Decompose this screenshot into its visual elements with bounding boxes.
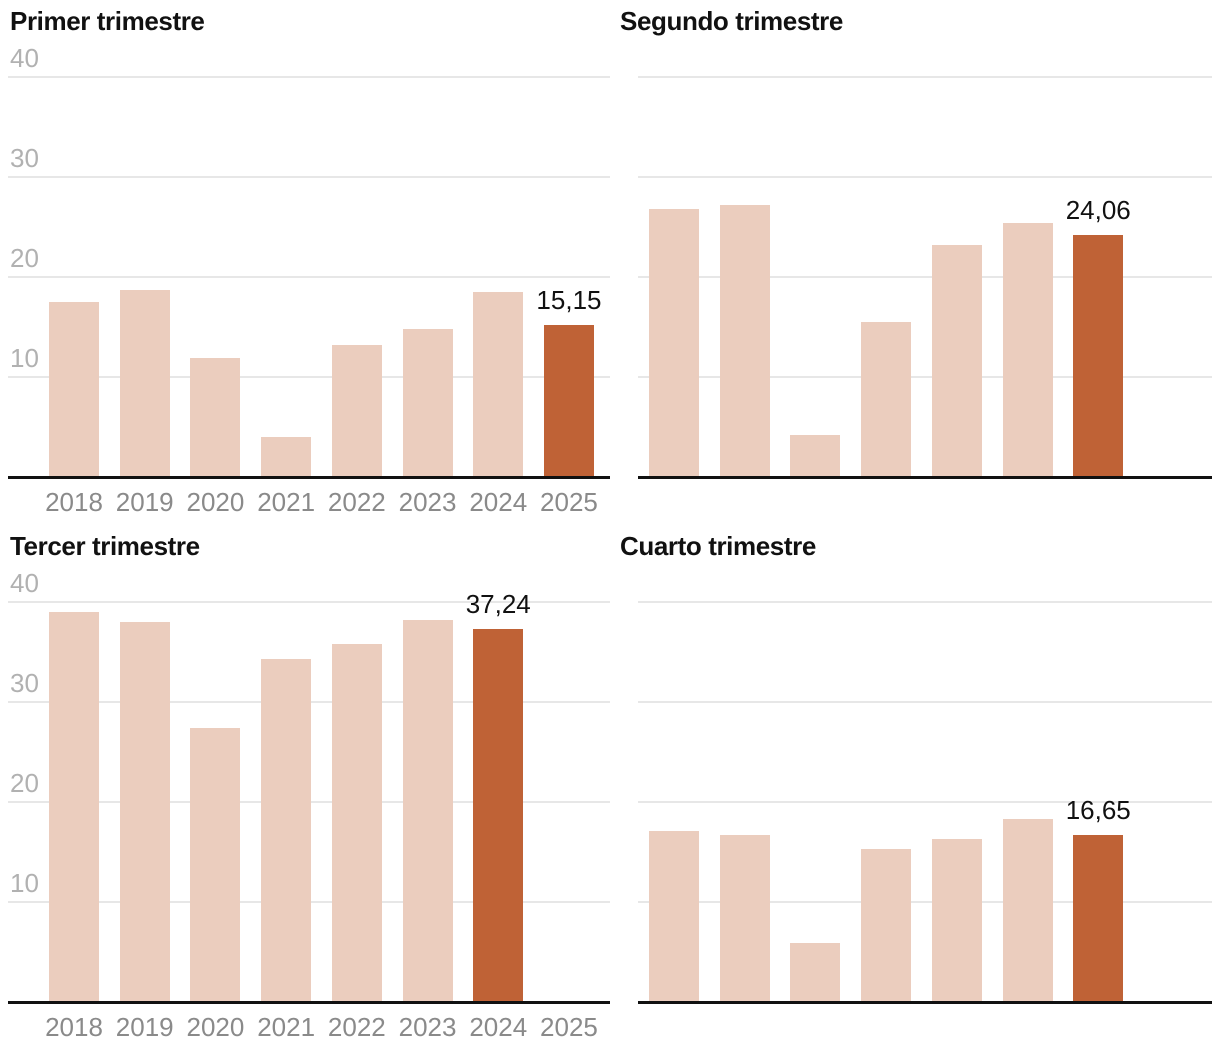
y-tick-label-10: 10 bbox=[10, 868, 39, 898]
gridline-40 bbox=[8, 76, 610, 78]
plot-area: 15,15 bbox=[8, 76, 610, 479]
chart-title: Segundo trimestre bbox=[620, 6, 843, 36]
bar-2019 bbox=[119, 290, 170, 476]
gridline-40 bbox=[638, 601, 1212, 603]
bar-2021 bbox=[261, 437, 312, 476]
bar-2020 bbox=[190, 728, 241, 1001]
gridline-40 bbox=[8, 601, 610, 603]
highlight-value-label: 24,06 bbox=[1065, 195, 1131, 226]
x-tick-label-2020: 2020 bbox=[186, 487, 245, 517]
y-tick-label-30: 30 bbox=[10, 668, 39, 698]
bar-2024 bbox=[473, 292, 524, 476]
bar-2023 bbox=[1002, 819, 1053, 1001]
bar-2018 bbox=[49, 302, 99, 476]
plot-area: 24,06 bbox=[638, 76, 1212, 479]
bar-2021 bbox=[261, 659, 312, 1001]
bar-2018 bbox=[49, 612, 99, 1001]
x-tick-label-2021: 2021 bbox=[257, 487, 316, 517]
chart-title: Tercer trimestre bbox=[10, 531, 200, 561]
gridline-30 bbox=[638, 701, 1212, 703]
gridline-20 bbox=[638, 801, 1212, 803]
chart-title: Primer trimestre bbox=[10, 6, 205, 36]
highlight-value-label: 15,15 bbox=[536, 284, 602, 315]
x-tick-label-2018: 2018 bbox=[45, 1012, 103, 1042]
y-tick-label-40: 40 bbox=[10, 43, 39, 73]
bar-2020 bbox=[790, 435, 841, 476]
y-tick-label-20: 20 bbox=[10, 243, 39, 273]
bar-2019 bbox=[119, 622, 170, 1001]
plot-area: 16,65 bbox=[638, 601, 1212, 1004]
gridline-10 bbox=[638, 901, 1212, 903]
gridline-30 bbox=[8, 176, 610, 178]
x-tick-label-2024: 2024 bbox=[469, 487, 528, 517]
gridline-10 bbox=[638, 376, 1212, 378]
y-tick-label-30: 30 bbox=[10, 143, 39, 173]
gridline-30 bbox=[638, 176, 1212, 178]
chart-tercer-trimestre: Tercer trimestre 37,24 40 30 20 10 2018 2019 2… bbox=[0, 525, 610, 1050]
x-axis-line bbox=[8, 476, 610, 479]
chart-title: Cuarto trimestre bbox=[620, 531, 816, 561]
highlight-value-label: 16,65 bbox=[1065, 794, 1131, 825]
bar-2022 bbox=[331, 345, 382, 476]
plot-area: 37,24 bbox=[8, 589, 610, 1004]
bar-2023 bbox=[1002, 223, 1053, 476]
bar-2022 bbox=[931, 245, 982, 476]
bar-2020 bbox=[790, 943, 841, 1001]
bar-2019 bbox=[719, 205, 770, 476]
x-tick-label-2023: 2023 bbox=[398, 487, 457, 517]
gridline-20 bbox=[8, 276, 610, 278]
x-tick-label-2019: 2019 bbox=[115, 1012, 174, 1042]
x-tick-label-2020: 2020 bbox=[186, 1012, 245, 1042]
y-tick-label-20: 20 bbox=[10, 768, 39, 798]
bar-2024-highlighted bbox=[473, 628, 524, 1001]
x-tick-label-2019: 2019 bbox=[115, 487, 174, 517]
bar-2024-highlighted bbox=[1073, 834, 1124, 1001]
bar-2023 bbox=[402, 329, 453, 476]
chart-segundo-trimestre: Segundo trimestre 24,06 bbox=[610, 0, 1220, 525]
gridline-20 bbox=[638, 276, 1212, 278]
highlight-value-label: 37,24 bbox=[465, 588, 531, 619]
x-tick-label-2024: 2024 bbox=[469, 1012, 528, 1042]
y-tick-label-10: 10 bbox=[10, 343, 39, 373]
bar-2022 bbox=[931, 839, 982, 1001]
x-tick-label-2018: 2018 bbox=[45, 487, 103, 517]
y-tick-label-40: 40 bbox=[10, 568, 39, 598]
bar-2025-highlighted bbox=[543, 324, 594, 476]
bar-2018 bbox=[649, 209, 699, 476]
bar-2021 bbox=[861, 322, 912, 476]
x-tick-label-2022: 2022 bbox=[327, 1012, 386, 1042]
x-tick-label-2025: 2025 bbox=[540, 1012, 598, 1042]
bar-2019 bbox=[719, 835, 770, 1001]
x-axis-line bbox=[638, 1001, 1212, 1004]
bar-2021 bbox=[861, 849, 912, 1001]
x-tick-label-2021: 2021 bbox=[257, 1012, 316, 1042]
x-tick-label-2023: 2023 bbox=[398, 1012, 457, 1042]
bar-2018 bbox=[649, 831, 699, 1001]
x-tick-label-2025: 2025 bbox=[540, 487, 598, 517]
bar-2023 bbox=[402, 620, 453, 1001]
bar-2020 bbox=[190, 358, 241, 476]
chart-cuarto-trimestre: Cuarto trimestre 16,65 bbox=[610, 525, 1220, 1050]
bar-2024-highlighted bbox=[1073, 235, 1124, 476]
chart-primer-trimestre: Primer trimestre 15,15 40 30 20 10 2018 2019 2… bbox=[0, 0, 610, 525]
x-tick-label-2022: 2022 bbox=[327, 487, 386, 517]
bar-2022 bbox=[331, 644, 382, 1001]
x-axis-line bbox=[8, 1001, 610, 1004]
x-axis-line bbox=[638, 476, 1212, 479]
gridline-40 bbox=[638, 76, 1212, 78]
gridline-10 bbox=[8, 376, 610, 378]
